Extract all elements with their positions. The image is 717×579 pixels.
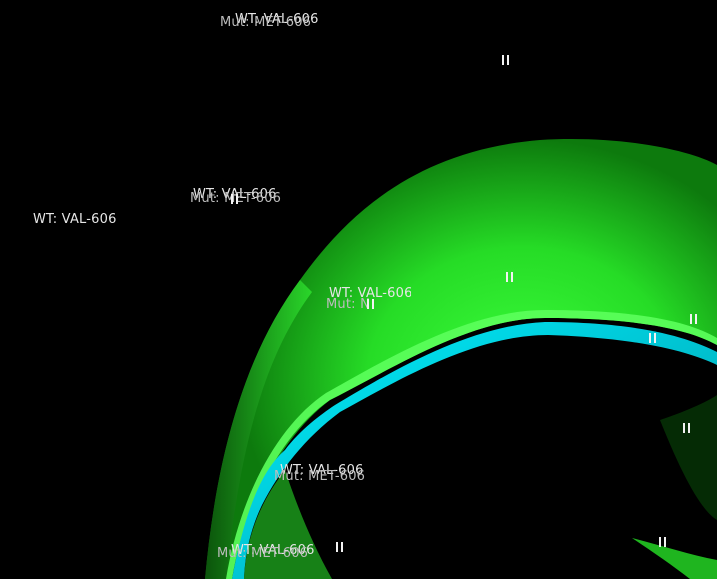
residue-label-wt: WT: VAL-606 <box>329 287 411 301</box>
residue-label-wt: WT: VAL-606 <box>33 212 117 227</box>
atom-marker-icon[interactable] <box>690 314 697 324</box>
residue-label-mut: Mut: MET-606 <box>220 15 312 30</box>
residue-label-mut: Mut: MET-606 <box>217 546 309 561</box>
atom-marker-icon[interactable] <box>506 272 513 282</box>
atom-marker-icon[interactable] <box>659 537 666 547</box>
residue-label-mut: Mut: MET-606 <box>190 191 282 206</box>
residue-label-wt: WT: VAL-606 <box>280 463 364 478</box>
atom-marker-icon[interactable] <box>649 333 656 343</box>
ribbon-outer-surface <box>205 139 717 579</box>
ribbon-left-edge <box>205 280 312 579</box>
atom-marker-icon[interactable] <box>231 194 238 204</box>
residue-label-mut: Mut: MET-606 <box>274 469 366 484</box>
residue-label-mut-partial: Mut: N <box>326 297 370 312</box>
residue-label-wt: WT: VAL-606 <box>231 543 315 558</box>
ribbon-strand-bottom-right <box>632 538 717 579</box>
ribbon-inner-strand <box>232 322 717 579</box>
ribbon-rear-surface <box>660 395 717 520</box>
atom-marker-icon[interactable] <box>336 542 343 552</box>
ribbon-underfold <box>244 470 332 579</box>
atom-marker-icon[interactable] <box>367 299 374 309</box>
residue-label-wt: WT: VAL-606 <box>193 187 277 202</box>
atom-marker-icon[interactable] <box>683 423 690 433</box>
atom-marker-icon[interactable] <box>502 55 509 65</box>
residue-label-wt: WT: VAL-606 <box>235 12 319 27</box>
